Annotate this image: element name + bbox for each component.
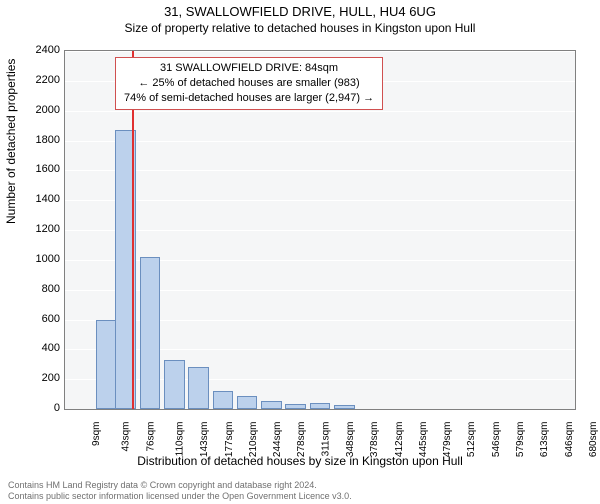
histogram-bar [213,391,234,409]
x-tick: 680sqm [588,422,599,458]
x-tick: 110sqm [174,422,185,457]
info-box: 31 SWALLOWFIELD DRIVE: 84sqm ← 25% of de… [115,57,383,110]
chart-container: 31, SWALLOWFIELD DRIVE, HULL, HU4 6UG Si… [0,4,600,504]
footer-line-2: Contains public sector information licen… [8,491,352,502]
x-tick: 445sqm [418,422,429,458]
x-tick: 613sqm [539,422,550,458]
plot-area: 31 SWALLOWFIELD DRIVE: 84sqm ← 25% of de… [64,50,576,410]
histogram-bar [334,405,355,409]
gridline [65,111,575,112]
x-tick: 512sqm [467,422,478,458]
y-axis-label: Number of detached properties [4,59,18,224]
gridline [65,200,575,201]
info-line-1: 31 SWALLOWFIELD DRIVE: 84sqm [124,61,374,76]
x-tick: 9sqm [91,422,102,446]
x-tick: 244sqm [272,422,283,458]
gridline [65,170,575,171]
y-tick: 200 [42,372,60,384]
histogram-bar [96,320,117,410]
x-tick: 76sqm [145,422,156,452]
y-tick: 400 [42,342,60,354]
y-tick: 1600 [36,163,60,175]
histogram-bar [285,404,306,409]
y-tick: 800 [42,283,60,295]
x-tick: 311sqm [320,422,331,457]
y-tick: 2200 [36,74,60,86]
chart-title: 31, SWALLOWFIELD DRIVE, HULL, HU4 6UG [0,4,600,19]
x-tick: 546sqm [491,422,502,458]
y-tick: 1200 [36,223,60,235]
y-tick: 1400 [36,193,60,205]
y-tick: 2400 [36,44,60,56]
x-tick: 43sqm [121,422,132,452]
gridline [65,230,575,231]
histogram-bar [164,360,185,409]
histogram-bar [261,401,282,409]
x-tick: 579sqm [515,422,526,458]
histogram-bar [237,396,258,409]
x-tick: 378sqm [369,422,380,458]
gridline [65,51,575,52]
y-tick: 600 [42,313,60,325]
x-tick: 177sqm [224,422,235,458]
histogram-bar [188,367,209,409]
x-tick: 646sqm [564,422,575,458]
y-tick: 1000 [36,253,60,265]
y-tick: 1800 [36,134,60,146]
y-tick: 0 [54,402,60,414]
x-tick: 412sqm [394,422,405,458]
x-tick: 143sqm [199,422,210,458]
info-line-3: 74% of semi-detached houses are larger (… [124,91,374,106]
histogram-bar [140,257,161,409]
x-tick: 479sqm [442,422,453,458]
histogram-bar [310,403,331,409]
info-line-2: ← 25% of detached houses are smaller (98… [124,76,374,91]
x-tick: 278sqm [297,422,308,458]
attribution-footer: Contains HM Land Registry data © Crown c… [8,480,352,502]
x-tick: 348sqm [345,422,356,458]
gridline [65,141,575,142]
y-tick: 2000 [36,104,60,116]
footer-line-1: Contains HM Land Registry data © Crown c… [8,480,352,491]
x-tick: 210sqm [248,422,259,458]
chart-subtitle: Size of property relative to detached ho… [0,21,600,35]
